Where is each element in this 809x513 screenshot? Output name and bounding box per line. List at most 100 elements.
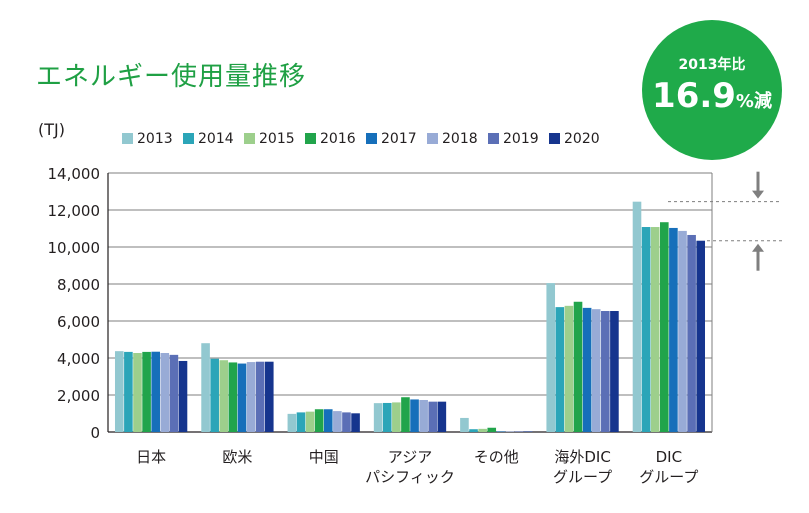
bar: [696, 240, 706, 432]
bar: [546, 283, 556, 432]
bar: [169, 354, 179, 432]
bar: [382, 402, 392, 432]
legend-label: 2020: [564, 131, 600, 147]
y-axis-unit: (TJ): [38, 120, 65, 139]
bar: [401, 397, 410, 432]
bar: [392, 402, 401, 432]
legend-label: 2019: [503, 131, 539, 147]
y-tick-label: 14,000: [48, 165, 101, 183]
bar: [650, 227, 660, 432]
bar: [478, 428, 487, 432]
legend-swatch: [244, 133, 255, 144]
legend-swatch: [549, 133, 560, 144]
y-tick-label: 10,000: [48, 239, 101, 257]
bar: [514, 431, 524, 432]
badge-caption: 2013年比: [678, 57, 746, 73]
bar: [669, 227, 678, 432]
bar: [210, 358, 219, 432]
bar: [437, 401, 447, 432]
legend-swatch: [183, 133, 194, 144]
category-label: DIC: [656, 448, 682, 466]
bar: [469, 429, 478, 432]
legend-label: 2017: [381, 131, 417, 147]
chart-title: エネルギー使用量推移: [36, 62, 307, 92]
bar: [428, 401, 438, 432]
bar: [410, 399, 419, 432]
bar: [373, 403, 383, 432]
y-tick-label: 6,000: [57, 313, 100, 331]
bar: [228, 362, 238, 432]
bar: [460, 417, 469, 432]
bar: [314, 409, 324, 432]
bar: [582, 307, 592, 432]
y-tick-label: 4,000: [57, 350, 100, 368]
bar: [641, 227, 651, 432]
bar: [160, 353, 170, 432]
bar: [246, 362, 256, 432]
reduction-badge: 2013年比 16.9%減: [642, 20, 782, 160]
bar: [351, 413, 360, 432]
bar: [487, 427, 497, 432]
bar: [660, 222, 669, 432]
bar: [151, 351, 160, 432]
y-tick-label: 0: [90, 424, 100, 442]
bar: [201, 343, 210, 432]
bar: [419, 399, 428, 432]
y-tick-label: 12,000: [48, 202, 101, 220]
legend-swatch: [305, 133, 316, 144]
legend-label: 2015: [259, 131, 295, 147]
bar: [342, 412, 351, 432]
bar: [496, 431, 506, 432]
legend-swatch: [122, 133, 133, 144]
bar: [678, 230, 687, 432]
bar: [287, 413, 297, 432]
bar: [237, 363, 247, 432]
bar: [601, 311, 610, 432]
category-label: 欧米: [222, 448, 252, 466]
bar: [564, 305, 574, 432]
category-label: 日本: [136, 448, 166, 466]
legend-swatch: [427, 133, 438, 144]
bar: [114, 351, 124, 432]
y-tick-label: 2,000: [57, 387, 100, 405]
category-label: パシフィック: [365, 468, 455, 486]
badge-suffix: %減: [735, 91, 772, 112]
bar: [555, 307, 565, 432]
category-label: 海外DIC: [554, 448, 610, 466]
bar: [333, 411, 342, 432]
y-tick-label: 8,000: [57, 276, 100, 294]
bar: [219, 360, 229, 432]
bar: [505, 431, 515, 432]
bar: [305, 411, 315, 432]
bar: [323, 409, 333, 432]
bar: [591, 309, 601, 432]
category-label: アジア: [388, 448, 432, 466]
bar: [133, 353, 142, 432]
bar: [264, 361, 274, 432]
bar: [178, 360, 188, 432]
category-label: グループ: [553, 468, 612, 486]
bar: [523, 431, 533, 432]
bar: [142, 351, 151, 432]
category-label: グループ: [639, 468, 698, 486]
down-arrow-head: [752, 190, 764, 199]
bar: [573, 301, 583, 432]
up-arrow-head: [752, 243, 764, 252]
legend-swatch: [366, 133, 377, 144]
legend-label: 2016: [320, 131, 356, 147]
badge-value-line: 16.9%減: [642, 76, 782, 116]
legend-label: 2014: [198, 131, 234, 147]
bar: [610, 311, 619, 432]
bar: [632, 201, 642, 432]
legend-label: 2018: [442, 131, 478, 147]
legend-label: 2013: [137, 131, 173, 147]
legend-swatch: [488, 133, 499, 144]
bar: [296, 412, 306, 432]
category-label: 中国: [309, 448, 339, 466]
category-label: その他: [474, 448, 519, 466]
badge-value: 16.9: [652, 76, 736, 116]
bar: [255, 361, 265, 432]
bar: [124, 351, 133, 432]
bar: [687, 234, 696, 432]
